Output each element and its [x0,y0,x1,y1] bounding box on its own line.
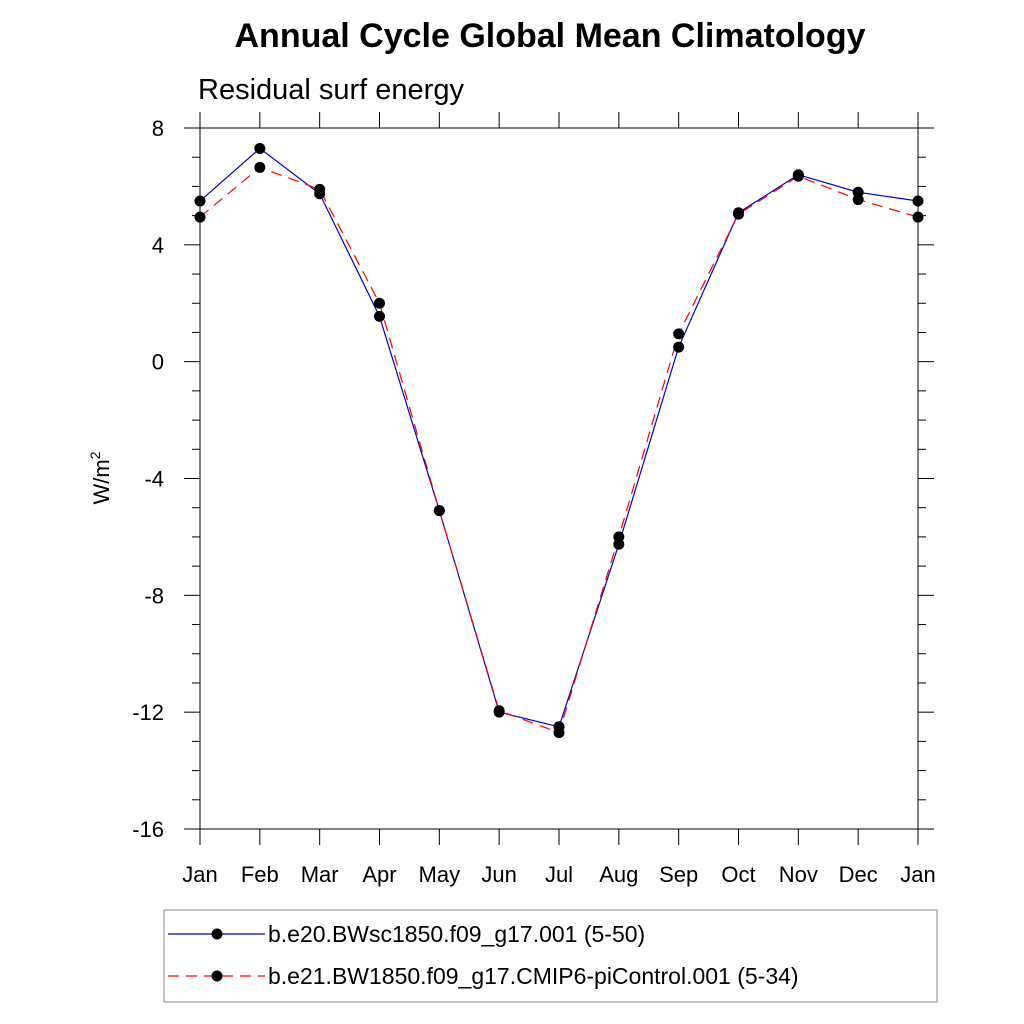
series-1-point [673,341,685,353]
series-1-point [374,310,385,322]
y-tick-label: -12 [132,700,164,725]
legend-marker-1 [211,928,223,940]
series-2-point [613,531,625,543]
x-tick-label: May [419,862,461,887]
legend-marker-2 [211,970,223,982]
chart-subtitle: Residual surf energy [198,74,464,106]
series-line-2 [199,166,919,734]
svg-text:W/m2: W/m2 [87,451,114,504]
x-tick-label: Jan [182,862,217,887]
series-1-point [254,142,266,154]
series-2-point [553,727,565,739]
series-2-point [912,211,924,223]
series-1-point [912,195,924,207]
y-tick-label: -16 [132,817,164,842]
series-2-point [254,161,266,173]
x-tick-label: Dec [839,862,878,887]
legend: b.e20.BWsc1850.f09_g17.001 (5-50) b.e21.B… [163,909,938,1003]
series-1-point [194,195,206,207]
y-axis-title-exponent: 2 [87,451,103,459]
x-tick-label: Jun [481,862,516,887]
y-tick-label: 4 [152,233,164,258]
y-tick-label: -4 [144,467,164,492]
x-tick-label: Aug [599,862,638,887]
plot-area: 8 4 0 -4 -8 -12 -16 Jan Feb Mar Apr May Jun Jul Aug Sep… [132,112,936,887]
x-tick-label: Feb [241,862,279,887]
x-tick-label: Nov [779,862,818,887]
series-2-point [314,183,326,195]
x-tick-label: Apr [362,862,396,887]
series-2-point [194,211,206,223]
series-2-point [852,194,864,206]
x-tick-label: Jul [545,862,573,887]
y-axis-title: W/m2 [87,451,114,504]
series-2-point [433,505,445,517]
legend-label-1: b.e20.BWsc1850.f09_g17.001 (5-50) [268,921,645,947]
chart-title: Annual Cycle Global Mean Climatology [235,17,866,55]
y-tick-label: -8 [144,583,164,608]
y-tick-label: 0 [152,350,164,375]
series-2-point [374,297,385,309]
y-axis-title-base: W/m [89,459,114,504]
series-line-1 [199,147,919,728]
series-2-point [673,328,685,340]
legend-label-2: b.e21.BW1850.f09_g17.CMIP6-piControl.001… [268,963,799,989]
legend-box [163,909,938,1003]
series-2-point [493,705,505,717]
x-tick-label: Oct [721,862,755,887]
x-tick-label: Mar [301,862,339,887]
y-tick-label: 8 [152,116,164,141]
series-2-point [792,170,804,182]
x-tick-label: Jan [900,862,935,887]
series-2-point [733,208,744,220]
x-tick-label: Sep [659,862,698,887]
